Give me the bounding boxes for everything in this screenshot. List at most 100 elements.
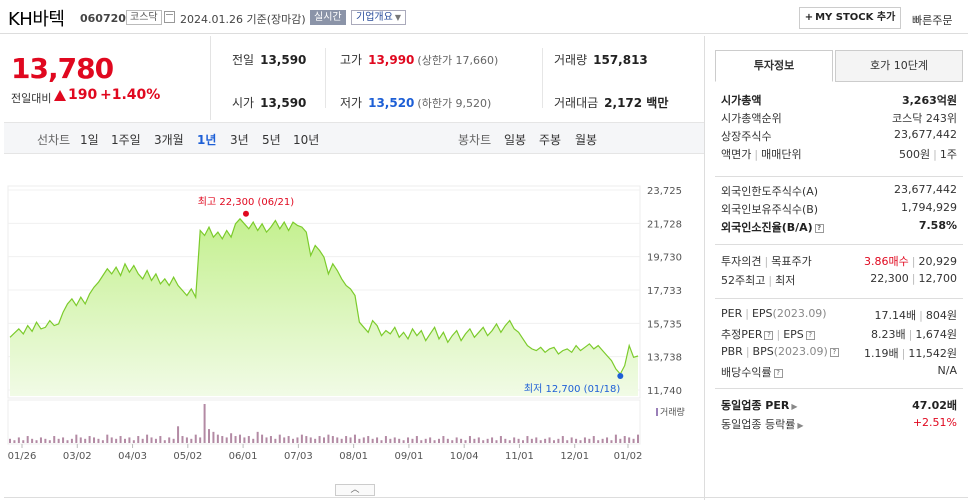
tab-1w[interactable]: 1주일 [111, 133, 141, 147]
volume-bar [48, 440, 51, 443]
tab-investment-info[interactable]: 투자정보 [715, 50, 833, 82]
y-tick-label: 19,730 [647, 253, 682, 264]
price-chart[interactable]: 23,725 21,728 19,730 17,733 15,735 13,738 11,7… [4, 156, 704, 500]
volume-bar [433, 440, 436, 443]
help-icon[interactable]: ? [805, 330, 815, 340]
tab-monthly[interactable]: 월봉 [575, 133, 598, 147]
volume-bar [300, 434, 303, 443]
tab-10y[interactable]: 10년 [293, 133, 320, 147]
volume-bar [278, 434, 281, 443]
volume-bar [190, 438, 193, 443]
company-info-dropdown[interactable]: 기업개요 ▼ [351, 10, 406, 25]
volume-bar [331, 436, 334, 443]
w52-high-value: 22,300 [870, 272, 909, 285]
volume-bar [442, 436, 445, 443]
y-tick-label: 17,733 [647, 286, 682, 297]
shares-label: 상장주식수 [721, 130, 772, 143]
volume-bar [269, 436, 272, 443]
volume-bar [561, 436, 564, 443]
industry-rate-value: +2.51% [912, 416, 957, 429]
price-chart-svg: 23,725 21,728 19,730 17,733 15,735 13,738 11,7… [7, 185, 685, 462]
volume-bar [420, 440, 423, 443]
tab-3m[interactable]: 3개월 [154, 133, 184, 147]
volume-bar [62, 437, 65, 443]
x-tick-label: 09/01 [394, 451, 423, 462]
volume-bar [486, 438, 489, 443]
base-date: 2024.01.26 기준(장마감) [180, 13, 306, 26]
help-icon[interactable]: ? [764, 330, 774, 340]
volume-bar [9, 438, 11, 443]
volume-bar [349, 437, 352, 443]
y-tick-label: 13,738 [647, 353, 682, 364]
volume-bar [340, 438, 343, 443]
volume-bar [150, 437, 153, 443]
help-icon[interactable]: ? [829, 347, 839, 357]
tab-weekly[interactable]: 주봉 [539, 133, 562, 147]
volume-bar [327, 434, 330, 443]
cap-rank-label: 시가총액순위 [721, 112, 782, 125]
volume-bar [371, 438, 374, 443]
tab-1y[interactable]: 1년 [197, 133, 217, 147]
est-eps-value: 1,674원 [915, 328, 957, 341]
unit-value: 1주 [939, 148, 957, 161]
volume-bar [296, 437, 299, 443]
period-tabs: 선차트 1일 1주일 3개월 1년 3년 5년 10년 봉차트 일봉 주봉 월봉 [4, 122, 704, 154]
volume-bar [530, 438, 533, 443]
add-mystock-button[interactable]: + MY STOCK 추가 [799, 7, 901, 29]
volume-bar [203, 404, 206, 443]
pbr-label: PBR [721, 345, 743, 358]
tab-orderbook[interactable]: 호가 10단계 [835, 50, 963, 82]
volume-bar [84, 438, 87, 443]
candle-chart-label: 봉차트 [458, 133, 492, 147]
volume-bar [199, 437, 202, 443]
x-tick-label: 07/03 [284, 451, 313, 462]
volume-bar [225, 437, 228, 443]
chevron-down-icon: ▼ [394, 13, 401, 22]
volume-bar [367, 436, 370, 443]
volume-bar [455, 437, 458, 443]
tab-3y[interactable]: 3년 [230, 133, 249, 147]
foreign-limit-label: 외국인한도주식수(A) [721, 185, 819, 198]
help-icon[interactable]: ? [814, 223, 824, 233]
tab-1d[interactable]: 1일 [80, 133, 99, 147]
tab-daily[interactable]: 일봉 [504, 133, 527, 147]
current-price: 13,780 [11, 52, 114, 85]
industry-rate-row[interactable]: 동일업종 등락률 ▶ +2.51% [721, 416, 957, 434]
bps-value: 11,542원 [908, 347, 957, 360]
x-tick-label: 03/02 [63, 451, 92, 462]
realtime-button[interactable]: 실시간 [310, 10, 346, 25]
calendar-icon [164, 11, 175, 23]
volume-bar [557, 438, 560, 443]
stock-name[interactable]: KH바텍 [8, 9, 65, 30]
collapse-chart-button[interactable]: ︿ [335, 484, 375, 496]
volume-bar [477, 437, 480, 443]
pbr-bps-year: (2023.09) [773, 345, 828, 358]
price-area [10, 218, 638, 396]
w52-low-label: 최저 [775, 274, 796, 287]
volume-bar [345, 436, 348, 443]
industry-per-row[interactable]: 동일업종 PER ▶ 47.02배 [721, 397, 957, 415]
volume-legend-swatch [656, 408, 658, 416]
volume-bar [579, 440, 582, 443]
volume-bar [499, 436, 502, 443]
divider [542, 48, 543, 108]
volume-bar [592, 436, 595, 443]
volume-bar [57, 438, 60, 443]
est-per-value: 8.23배 [871, 328, 906, 341]
help-icon[interactable]: ? [773, 368, 783, 378]
volume-bar [504, 438, 507, 443]
foreign-hold-row: 외국인보유주식수(B) 1,794,929 [721, 201, 957, 219]
volume-bar [106, 434, 109, 443]
volume-bar [619, 438, 622, 443]
volume-bar [247, 436, 250, 443]
eps-label: EPS [751, 307, 773, 320]
tab-5y[interactable]: 5년 [262, 133, 281, 147]
volume-bar [517, 438, 520, 443]
volume-bar [437, 438, 440, 443]
volume-bar [535, 437, 538, 443]
volume-bar [252, 438, 255, 443]
market-cap-value: 3,263억원 [901, 94, 957, 107]
quick-order-link[interactable]: 빠른주문 [912, 14, 953, 27]
volume-bar [137, 436, 140, 443]
volume-bar [265, 437, 268, 443]
